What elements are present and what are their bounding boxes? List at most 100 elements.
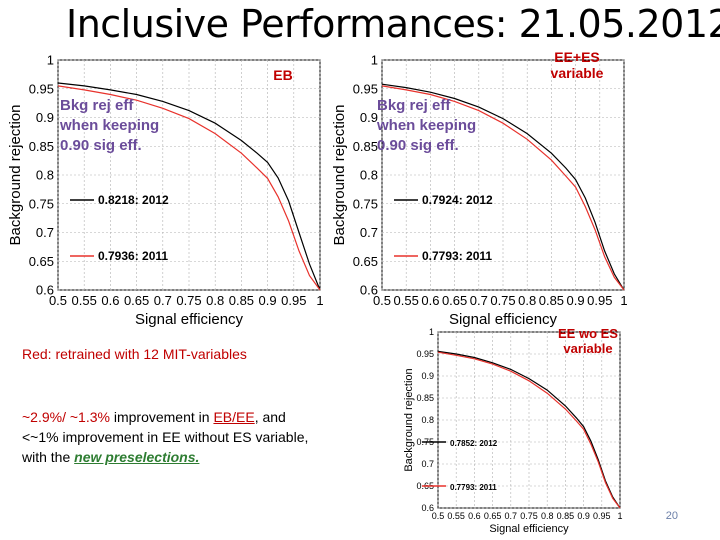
y-tick-label: 0.6 [360,283,378,298]
x-tick-label: 0.8 [518,293,536,308]
x-tick-label: 0.55 [72,293,97,308]
x-tick-label: 0.65 [124,293,149,308]
annotation-line: Bkg rej eff [60,97,134,114]
legend-label-0: 0.8218: 2012 [98,193,169,207]
note-improvement-values: ~2.9%/ ~1.3% [22,409,110,425]
y-tick-label: 0.85 [416,393,434,403]
x-tick-label: 1 [316,293,323,308]
series-line-0 [437,350,621,509]
series-line-1 [57,85,321,291]
y-tick-label: 0.7 [36,225,54,240]
x-axis-label: Signal efficiency [449,311,558,328]
x-tick-label: 0.85 [557,511,575,521]
y-tick-label: 1 [47,53,54,68]
x-tick-label: 0.6 [101,293,119,308]
legend-label-0: 0.7852: 2012 [450,439,498,448]
y-axis-label: Background rejection [403,368,415,471]
note-ee-without-es: <~1% improvement in EE without ES variab… [22,429,309,445]
x-tick-label: 0.75 [520,511,538,521]
y-tick-label: 0.6 [36,283,54,298]
legend-label-1: 0.7793: 2011 [450,483,497,492]
x-tick-label: 0.7 [505,511,518,521]
panel-label-line: variable [551,65,604,81]
y-tick-label: 0.8 [36,168,54,183]
y-axis-label: Background rejection [332,105,348,246]
x-tick-label: 0.55 [447,511,465,521]
y-tick-label: 0.9 [421,371,434,381]
y-tick-label: 0.6 [421,503,434,513]
x-tick-label: 0.9 [259,293,277,308]
series-line-0 [57,82,321,291]
y-tick-label: 0.75 [353,196,378,211]
x-tick-label: 0.75 [490,293,515,308]
x-tick-label: 0.95 [281,293,306,308]
y-tick-label: 0.75 [29,196,54,211]
slide-title: Inclusive Performances: 21.05.2012 [66,2,720,46]
x-tick-label: 0.8 [541,511,554,521]
note-improvement-eb-ee: EB/EE [213,409,255,425]
y-tick-label: 0.85 [353,139,378,154]
legend-label-0: 0.7924: 2012 [422,193,493,207]
y-tick-label: 0.7 [421,459,434,469]
annotation-line: when keeping [59,117,159,134]
x-tick-label: 0.5 [432,511,445,521]
x-tick-label: 0.95 [587,293,612,308]
x-tick-label: 0.7 [470,293,488,308]
x-tick-label: 0.85 [539,293,564,308]
legend-label-1: 0.7936: 2011 [98,249,168,263]
annotation-line: 0.90 sig eff. [377,137,459,154]
x-tick-label: 0.55 [394,293,419,308]
y-tick-label: 0.95 [353,81,378,96]
x-tick-label: 1 [620,293,627,308]
y-tick-label: 0.65 [353,254,378,269]
note-improvement-text: improvement in [109,409,214,425]
x-tick-label: 0.5 [373,293,391,308]
note-improvement-and: , and [254,409,286,425]
annotation-line: when keeping [376,117,476,134]
panel-label-line: EB [273,67,292,83]
x-tick-label: 0.6 [468,511,481,521]
x-tick-label: 0.85 [229,293,254,308]
x-tick-label: 0.9 [577,511,590,521]
note-preselections-prefix: with the [22,449,75,465]
series-line-1 [437,351,621,509]
x-tick-label: 0.95 [593,511,611,521]
annotation-line: 0.90 sig eff. [60,137,142,154]
y-tick-label: 0.65 [29,254,54,269]
y-tick-label: 0.8 [421,415,434,425]
y-tick-label: 0.7 [360,225,378,240]
annotation-line: Bkg rej eff [377,97,451,114]
x-tick-label: 0.8 [206,293,224,308]
legend-label-1: 0.7793: 2011 [422,249,492,263]
x-axis-label: Signal efficiency [135,311,244,328]
series-line-1 [381,85,625,291]
series-line-0 [381,83,625,291]
panel-label-line: EE wo ES [558,326,618,341]
x-axis-label: Signal efficiency [489,523,569,535]
note-retrained: Red: retrained with 12 MIT-variables [22,346,247,362]
y-tick-label: 0.95 [416,349,434,359]
x-tick-label: 0.65 [442,293,467,308]
y-tick-label: 0.9 [360,110,378,125]
y-tick-label: 0.8 [360,168,378,183]
y-tick-label: 1 [429,327,434,337]
y-axis-label: Background rejection [8,105,24,246]
x-tick-label: 0.7 [154,293,172,308]
x-tick-label: 0.5 [49,293,67,308]
x-tick-label: 1 [617,511,622,521]
chart-eb: 0.6 0.65 0.7 0.75 0.8 0.85 0.9 0.95 1 0.5 0.55 0.6 0… [8,53,324,328]
note-preselections: with the new preselections. [22,447,199,467]
y-tick-label: 1 [371,53,378,68]
x-tick-label: 0.6 [421,293,439,308]
page-number: 20 [665,510,678,522]
panel-label-line: variable [563,341,612,356]
y-tick-label: 0.85 [29,139,54,154]
y-tick-label: 0.9 [36,110,54,125]
note-preselections-highlight: new preselections. [74,449,200,465]
y-tick-label: 0.95 [29,81,54,96]
panel-label-line: EE+ES [554,49,600,65]
x-tick-label: 0.9 [567,293,585,308]
note-improvement: ~2.9%/ ~1.3% improvement in EB/EE, and [22,407,286,427]
